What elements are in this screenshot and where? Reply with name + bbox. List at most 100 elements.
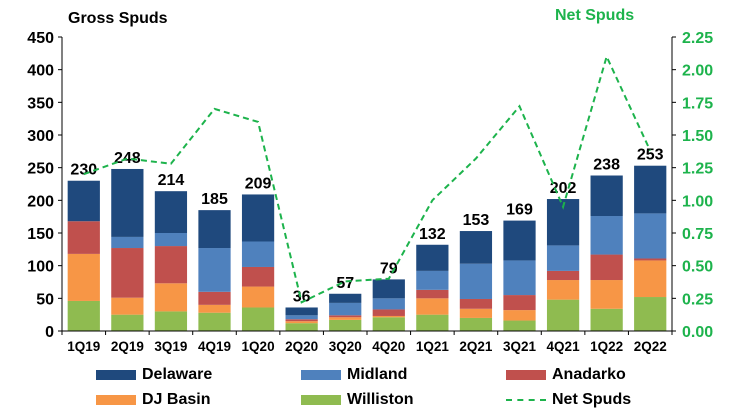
legend-item-dj-basin: DJ Basin bbox=[96, 387, 301, 412]
bar-dj-basin bbox=[285, 321, 318, 324]
bar-anadarko bbox=[416, 289, 449, 299]
bar-williston bbox=[329, 319, 362, 331]
right-tick-label: 1.00 bbox=[682, 193, 713, 210]
bar-delaware bbox=[67, 180, 100, 222]
left-tick-label: 300 bbox=[27, 128, 54, 145]
bar-anadarko bbox=[154, 246, 188, 284]
bar-delaware bbox=[154, 191, 188, 233]
spuds-chart: Gross Spuds Net Spuds 0 50 100 150 200 250 300… bbox=[27, 7, 713, 354]
bar-williston bbox=[416, 314, 449, 331]
left-axis-title: Gross Spuds bbox=[68, 10, 168, 27]
bar-dj-basin bbox=[154, 283, 188, 312]
bar-delaware bbox=[372, 279, 405, 299]
legend-item-delaware: Delaware bbox=[96, 362, 301, 387]
total-label: 209 bbox=[245, 175, 272, 192]
total-label: 169 bbox=[506, 202, 533, 219]
delaware-swatch-icon bbox=[96, 369, 136, 380]
total-label: 253 bbox=[637, 147, 664, 164]
legend: Delaware Midland Anadarko DJ Basin Willi… bbox=[96, 362, 726, 412]
x-tick-label: 4Q20 bbox=[372, 339, 405, 354]
left-tick-label: 400 bbox=[27, 63, 54, 80]
bar-dj-basin bbox=[372, 315, 405, 318]
bar-anadarko bbox=[111, 248, 144, 298]
x-tick-label: 3Q19 bbox=[154, 339, 187, 354]
bar-anadarko bbox=[241, 266, 275, 287]
bar-williston bbox=[241, 307, 275, 331]
total-label: 153 bbox=[463, 212, 490, 229]
legend-label: Anadarko bbox=[552, 365, 626, 383]
bar-dj-basin bbox=[590, 280, 623, 309]
bar-midland bbox=[241, 241, 275, 267]
bar-dj-basin bbox=[546, 280, 580, 300]
bar-midland bbox=[634, 213, 667, 259]
bar-delaware bbox=[634, 165, 667, 214]
bar-williston bbox=[111, 314, 144, 331]
bar-midland bbox=[459, 263, 493, 299]
legend-item-anadarko: Anadarko bbox=[506, 362, 726, 387]
x-tick-label: 1Q19 bbox=[67, 339, 100, 354]
x-tick-label: 4Q19 bbox=[198, 339, 231, 354]
bar-anadarko bbox=[546, 270, 580, 281]
bar-midland bbox=[503, 260, 536, 296]
bar-midland bbox=[285, 315, 318, 320]
left-tick-label: 250 bbox=[27, 161, 54, 178]
legend-label: Midland bbox=[347, 365, 408, 383]
bar-williston bbox=[154, 311, 188, 331]
bar-williston bbox=[198, 312, 231, 331]
total-label: 202 bbox=[550, 180, 577, 197]
total-label: 230 bbox=[70, 162, 97, 179]
bar-dj-basin bbox=[67, 253, 100, 301]
bar-anadarko bbox=[198, 291, 231, 305]
left-tick-label: 200 bbox=[27, 193, 54, 210]
left-tick-label: 0 bbox=[45, 324, 54, 341]
bar-dj-basin bbox=[241, 286, 275, 308]
bar-delaware bbox=[198, 210, 231, 249]
bar-delaware bbox=[503, 220, 536, 261]
bar-delaware bbox=[459, 231, 493, 264]
bar-midland bbox=[111, 236, 144, 249]
left-tick-label: 350 bbox=[27, 95, 54, 112]
anadarko-swatch-icon bbox=[506, 369, 546, 380]
bar-midland bbox=[546, 245, 580, 271]
bar-dj-basin bbox=[111, 297, 144, 315]
bar-anadarko bbox=[67, 221, 100, 254]
bar-midland bbox=[372, 298, 405, 310]
dj-basin-swatch-icon bbox=[96, 394, 136, 405]
bar-midland bbox=[154, 233, 188, 247]
x-tick-label: 1Q20 bbox=[242, 339, 275, 354]
bar-delaware bbox=[416, 244, 449, 271]
total-label: 185 bbox=[201, 191, 228, 208]
x-tick-label: 1Q21 bbox=[416, 339, 450, 354]
right-tick-label: 1.25 bbox=[682, 161, 713, 178]
bar-midland bbox=[590, 216, 623, 255]
x-tick-label: 3Q20 bbox=[329, 339, 362, 354]
x-tick-label: 2Q19 bbox=[111, 339, 144, 354]
bar-midland bbox=[198, 248, 231, 292]
midland-swatch-icon bbox=[301, 369, 341, 380]
legend-label: Williston bbox=[347, 390, 414, 408]
bar-dj-basin bbox=[329, 317, 362, 320]
total-label: 36 bbox=[293, 288, 311, 305]
right-tick-label: 0.50 bbox=[682, 259, 713, 276]
x-tick-label: 2Q22 bbox=[634, 339, 667, 354]
right-tick-label: 0.00 bbox=[682, 324, 713, 341]
net-spuds-line bbox=[83, 53, 652, 304]
total-label: 214 bbox=[158, 172, 185, 189]
bar-williston bbox=[634, 297, 667, 331]
bar-williston bbox=[503, 320, 536, 331]
total-label: 248 bbox=[114, 150, 141, 167]
bar-williston bbox=[546, 299, 580, 331]
x-tick-label: 2Q21 bbox=[459, 339, 493, 354]
left-tick-label: 450 bbox=[27, 30, 54, 47]
legend-item-net-spuds: Net Spuds bbox=[506, 387, 726, 412]
legend-item-williston: Williston bbox=[301, 387, 506, 412]
bar-delaware bbox=[241, 194, 275, 242]
bar-delaware bbox=[285, 307, 318, 316]
bar-dj-basin bbox=[198, 304, 231, 313]
total-label: 57 bbox=[336, 275, 354, 292]
right-tick-label: 0.25 bbox=[682, 291, 713, 308]
bar-anadarko bbox=[503, 295, 536, 311]
legend-label: DJ Basin bbox=[142, 390, 211, 408]
left-tick-label: 50 bbox=[36, 291, 54, 308]
right-tick-label: 2.00 bbox=[682, 63, 713, 80]
